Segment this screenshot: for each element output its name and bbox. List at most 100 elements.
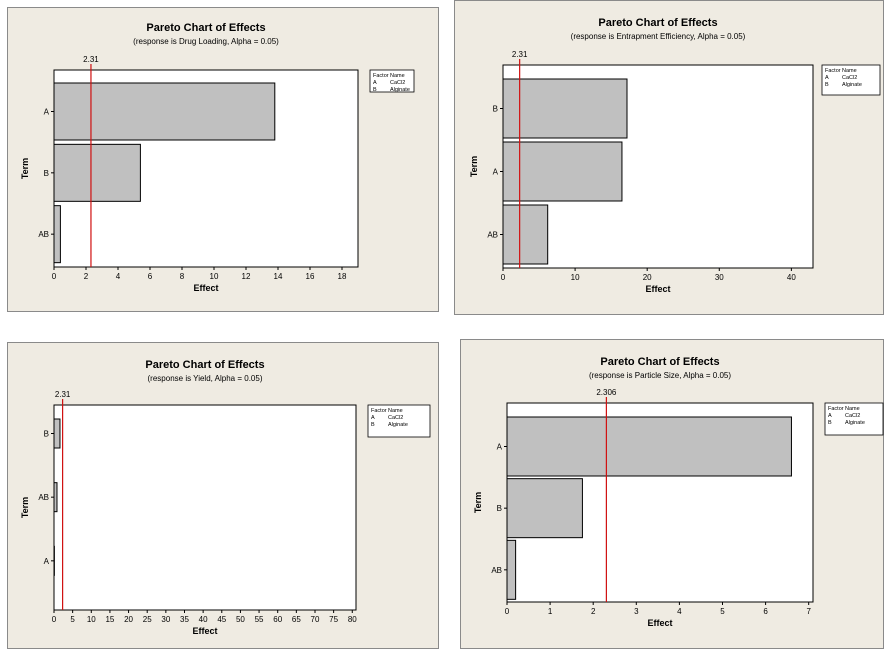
legend-name: CaCl2 [388,415,403,421]
legend-header-factor: Factor [371,408,387,414]
chart-title: Pareto Chart of Effects [598,17,717,29]
legend-name: Alginate [845,420,865,426]
bar-b [507,479,582,538]
y-tick-label: AB [38,493,49,502]
y-tick-label: AB [491,566,502,575]
y-tick-label: AB [487,231,498,240]
bar-a [54,83,275,140]
bar-ab [507,540,516,599]
y-axis-label: Term [20,158,30,179]
reference-line-label: 2.31 [512,50,528,59]
legend-header-factor: Factor [825,68,841,74]
legend-header-name: Name [845,406,860,412]
x-tick-label: 0 [505,607,510,616]
bar-b [54,419,60,448]
legend-name: Alginate [388,422,408,428]
y-axis-label: Term [20,497,30,518]
x-tick-label: 0 [501,273,506,282]
legend-name: CaCl2 [390,80,405,86]
x-tick-label: 5 [70,615,75,624]
pareto-chart-particle-size: Pareto Chart of Effects (response is Part… [461,340,884,650]
chart-subtitle: (response is Drug Loading, Alpha = 0.05) [133,37,279,46]
x-axis-label: Effect [645,284,670,294]
reference-line-label: 2.31 [55,390,71,399]
x-tick-label: 35 [180,615,189,624]
x-tick-label: 55 [255,615,264,624]
bar-b [503,79,627,138]
x-tick-label: 40 [787,273,796,282]
chart-panel-particle-size: Pareto Chart of Effects (response is Part… [460,339,884,649]
x-tick-label: 14 [274,272,283,281]
legend-factor: B [825,82,829,88]
legend-name: Alginate [842,82,862,88]
bar-ab [54,206,60,263]
x-tick-label: 75 [329,615,338,624]
chart-title: Pareto Chart of Effects [145,359,264,371]
x-tick-label: 18 [338,272,347,281]
x-tick-label: 0 [52,615,57,624]
legend-factor: A [373,80,377,86]
legend-name: Alginate [390,87,410,93]
chart-panel-entrapment-efficiency: Pareto Chart of Effects (response is Entr… [454,0,884,315]
x-tick-label: 40 [199,615,208,624]
x-tick-label: 10 [571,273,580,282]
chart-subtitle: (response is Particle Size, Alpha = 0.05… [589,371,731,380]
chart-panel-yield: Pareto Chart of Effects (response is Yiel… [7,342,439,649]
y-tick-label: AB [38,230,49,239]
bar-b [54,144,140,201]
x-tick-label: 20 [643,273,652,282]
chart-subtitle: (response is Yield, Alpha = 0.05) [148,374,263,383]
x-tick-label: 6 [763,607,768,616]
x-tick-label: 3 [634,607,639,616]
legend-factor: B [828,420,832,426]
x-tick-label: 6 [148,272,153,281]
x-tick-label: 10 [87,615,96,624]
x-tick-label: 20 [124,615,133,624]
legend-factor: A [828,413,832,419]
x-axis-label: Effect [647,618,672,628]
legend-header-name: Name [390,73,405,79]
bar-ab [503,205,548,264]
chart-title: Pareto Chart of Effects [600,356,719,368]
chart-panel-drug-loading: Pareto Chart of Effects(response is Drug… [7,7,439,312]
y-tick-label: A [44,557,50,566]
chart-subtitle: (response is Entrapment Efficiency, Alph… [571,32,746,41]
x-tick-label: 2 [84,272,89,281]
reference-line-label: 2.306 [596,388,617,397]
legend-header-name: Name [388,408,403,414]
pareto-chart-drug-loading: Pareto Chart of Effects(response is Drug… [8,8,440,313]
y-tick-label: B [497,504,502,513]
x-tick-label: 0 [52,272,57,281]
x-tick-label: 30 [161,615,170,624]
reference-line-label: 2.31 [83,55,99,64]
bar-a [507,417,791,476]
x-tick-label: 10 [210,272,219,281]
x-tick-label: 15 [105,615,114,624]
x-tick-label: 80 [348,615,357,624]
legend-factor: A [371,415,375,421]
x-tick-label: 5 [720,607,725,616]
legend-factor: B [373,87,377,93]
bar-ab [54,483,57,512]
y-tick-label: B [493,105,498,114]
x-tick-label: 7 [806,607,811,616]
x-tick-label: 1 [548,607,553,616]
y-tick-label: B [44,430,49,439]
legend-header-factor: Factor [828,406,844,412]
y-tick-label: B [44,169,49,178]
x-tick-label: 16 [306,272,315,281]
x-tick-label: 4 [116,272,121,281]
x-tick-label: 30 [715,273,724,282]
x-tick-label: 4 [677,607,682,616]
legend-header-name: Name [842,68,857,74]
legend-factor: A [825,75,829,81]
x-tick-label: 50 [236,615,245,624]
x-tick-label: 65 [292,615,301,624]
legend-name: CaCl2 [845,413,860,419]
y-axis-label: Term [473,492,483,513]
pareto-chart-yield: Pareto Chart of Effects (response is Yiel… [8,343,440,650]
pareto-chart-entrapment-efficiency: Pareto Chart of Effects (response is Entr… [455,1,884,316]
x-tick-label: 60 [273,615,282,624]
x-tick-label: 2 [591,607,596,616]
plot-area [54,405,356,610]
